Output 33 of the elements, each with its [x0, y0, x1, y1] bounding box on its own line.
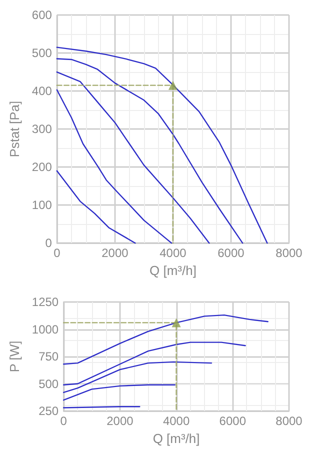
x-axis-title: Q [m³/h] — [152, 430, 200, 446]
x-tick-label: 6000 — [219, 414, 246, 428]
line-series — [62, 342, 246, 386]
x-tick-label: 2000 — [106, 414, 134, 428]
line-series — [62, 384, 176, 401]
line-series — [56, 170, 136, 244]
y-tick-label: 500 — [32, 46, 52, 60]
line-series — [56, 58, 244, 244]
y-tick-label: 1000 — [32, 322, 59, 336]
x-tick-label: 8000 — [276, 246, 303, 260]
x-tick-label: 0 — [60, 414, 68, 428]
y-tick-label: 0 — [45, 236, 52, 250]
x-tick-label: 4000 — [162, 414, 190, 428]
line-series — [62, 314, 268, 365]
y-tick-label: 600 — [32, 8, 52, 22]
y-tick-label: 1250 — [32, 295, 59, 309]
y-tick-label: 300 — [32, 122, 52, 136]
x-tick-label: 6000 — [218, 246, 245, 260]
x-tick-label: 2000 — [102, 246, 129, 260]
line-series — [56, 46, 268, 244]
y-tick-label: 250 — [38, 404, 59, 418]
x-tick-label: 4000 — [160, 246, 187, 260]
line-series — [62, 361, 212, 394]
y-axis-title: Pstat [Pa] — [7, 100, 22, 158]
line-series — [56, 71, 210, 244]
y-tick-label: 500 — [38, 376, 59, 391]
x-tick-label: 8000 — [276, 414, 303, 428]
y-tick-label: 750 — [38, 350, 59, 364]
y-axis-title: P [W] — [7, 340, 22, 372]
y-tick-label: 200 — [32, 160, 52, 174]
x-axis-title: Q [m³/h] — [149, 263, 196, 278]
y-tick-label: 100 — [32, 198, 52, 212]
y-tick-label: 400 — [32, 84, 52, 98]
